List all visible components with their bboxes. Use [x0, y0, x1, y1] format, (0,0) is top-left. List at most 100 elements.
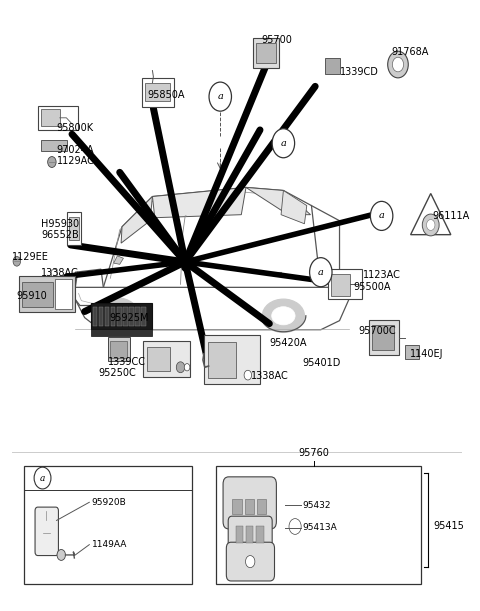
Circle shape — [57, 549, 65, 560]
Text: a: a — [379, 211, 384, 221]
Text: 1140EJ: 1140EJ — [409, 349, 443, 359]
Text: 91768A: 91768A — [391, 47, 428, 57]
Bar — [69, 217, 79, 240]
Circle shape — [310, 258, 332, 287]
Polygon shape — [121, 197, 153, 243]
Bar — [105, 307, 109, 326]
Bar — [405, 345, 419, 359]
Ellipse shape — [96, 298, 138, 331]
Bar — [41, 109, 60, 126]
Bar — [67, 211, 81, 245]
Bar — [19, 276, 75, 312]
Polygon shape — [246, 188, 311, 214]
Text: a: a — [217, 92, 223, 101]
Circle shape — [51, 269, 58, 277]
Circle shape — [289, 519, 301, 535]
Text: 97024A: 97024A — [57, 145, 94, 155]
Circle shape — [422, 214, 439, 236]
Circle shape — [427, 219, 435, 230]
Bar — [232, 499, 242, 514]
Polygon shape — [153, 188, 246, 218]
Bar — [24, 466, 192, 584]
Text: 96552B: 96552B — [41, 230, 79, 240]
Text: 95700: 95700 — [261, 35, 292, 45]
Bar — [91, 303, 152, 329]
FancyBboxPatch shape — [223, 477, 276, 529]
Polygon shape — [114, 256, 123, 265]
Circle shape — [244, 370, 252, 380]
Text: a: a — [40, 474, 45, 483]
Text: 1129AC: 1129AC — [57, 156, 95, 166]
FancyBboxPatch shape — [228, 516, 272, 551]
Text: 1339CD: 1339CD — [339, 67, 378, 78]
Circle shape — [272, 129, 295, 158]
FancyBboxPatch shape — [35, 507, 59, 555]
Bar — [253, 38, 279, 68]
Bar — [147, 346, 170, 371]
Polygon shape — [410, 194, 451, 235]
Bar — [236, 526, 243, 543]
Text: 95800K: 95800K — [57, 123, 94, 133]
Bar — [145, 82, 170, 101]
Ellipse shape — [106, 306, 129, 324]
Bar — [91, 329, 152, 336]
Text: 95850A: 95850A — [148, 90, 185, 100]
Circle shape — [371, 202, 393, 230]
Text: 95401D: 95401D — [302, 358, 340, 368]
Text: 95700C: 95700C — [358, 326, 396, 336]
Bar — [110, 341, 127, 358]
Text: a: a — [318, 268, 324, 277]
Circle shape — [184, 364, 190, 371]
Text: 95432: 95432 — [302, 501, 331, 510]
Circle shape — [182, 263, 189, 271]
Text: 95925M: 95925M — [109, 313, 149, 323]
Bar — [111, 307, 116, 326]
Bar — [135, 307, 140, 326]
Text: 1149AA: 1149AA — [92, 540, 127, 549]
Circle shape — [48, 156, 56, 167]
Bar — [129, 307, 134, 326]
Ellipse shape — [263, 299, 304, 332]
Bar — [208, 342, 236, 378]
Bar — [328, 269, 362, 299]
Bar — [256, 526, 264, 543]
Bar — [23, 282, 53, 307]
Polygon shape — [281, 191, 307, 224]
Bar — [245, 499, 254, 514]
Text: 95420A: 95420A — [269, 338, 307, 348]
Polygon shape — [75, 287, 349, 330]
Circle shape — [245, 555, 255, 568]
Bar — [143, 340, 190, 377]
Text: 95415: 95415 — [433, 521, 464, 532]
Text: 1338AC: 1338AC — [41, 268, 79, 279]
Text: 1338AC: 1338AC — [251, 371, 288, 381]
Bar — [142, 78, 174, 107]
Circle shape — [209, 82, 231, 111]
Bar — [204, 335, 260, 384]
Text: 95920B: 95920B — [92, 498, 126, 507]
Bar — [123, 307, 128, 326]
Text: 95910: 95910 — [17, 291, 48, 301]
Bar — [325, 59, 340, 73]
Text: 95250C: 95250C — [98, 368, 136, 378]
Bar — [369, 320, 399, 355]
Bar — [246, 526, 253, 543]
Text: H95930: H95930 — [41, 219, 79, 229]
Text: 96111A: 96111A — [432, 211, 469, 221]
Bar — [38, 106, 78, 130]
Bar — [216, 466, 421, 584]
Bar — [108, 337, 131, 361]
Circle shape — [13, 257, 21, 266]
Text: a: a — [280, 139, 287, 148]
Text: 1339CC: 1339CC — [108, 357, 146, 367]
Circle shape — [178, 255, 185, 263]
Bar — [99, 307, 103, 326]
Text: 95413A: 95413A — [302, 523, 337, 532]
Bar — [117, 307, 121, 326]
Circle shape — [392, 57, 404, 72]
Ellipse shape — [272, 307, 295, 325]
Circle shape — [186, 258, 192, 266]
FancyBboxPatch shape — [227, 542, 275, 581]
Bar — [55, 279, 72, 309]
Circle shape — [388, 51, 408, 78]
